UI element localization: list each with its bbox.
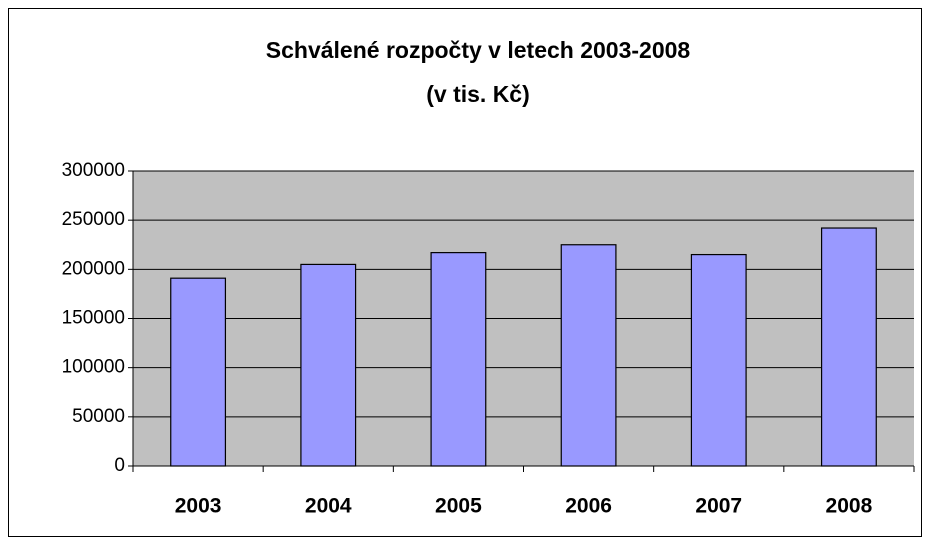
chart-subtitle: (v tis. Kč) <box>426 81 530 107</box>
bar <box>300 263 357 467</box>
y-tick-label: 50000 <box>72 406 125 427</box>
bar <box>430 252 487 467</box>
y-tick-label: 200000 <box>62 258 125 279</box>
x-tick-label: 2005 <box>435 495 482 518</box>
bar <box>560 244 617 467</box>
bar <box>820 227 877 467</box>
x-tick-label: 2003 <box>175 495 222 518</box>
x-tick-label: 2007 <box>695 495 742 518</box>
x-tick-label: 2004 <box>305 495 352 518</box>
x-tick-label: 2008 <box>826 495 873 518</box>
bar <box>690 253 747 467</box>
x-tick-label: 2006 <box>565 495 612 518</box>
y-tick-label: 300000 <box>62 160 125 181</box>
y-tick-label: 0 <box>114 455 125 476</box>
chart-title: Schválené rozpočty v letech 2003-2008 <box>266 37 691 63</box>
y-tick-label: 100000 <box>62 357 125 378</box>
bar <box>170 277 227 467</box>
y-tick-label: 150000 <box>62 308 125 329</box>
y-tick-label: 250000 <box>62 209 125 230</box>
